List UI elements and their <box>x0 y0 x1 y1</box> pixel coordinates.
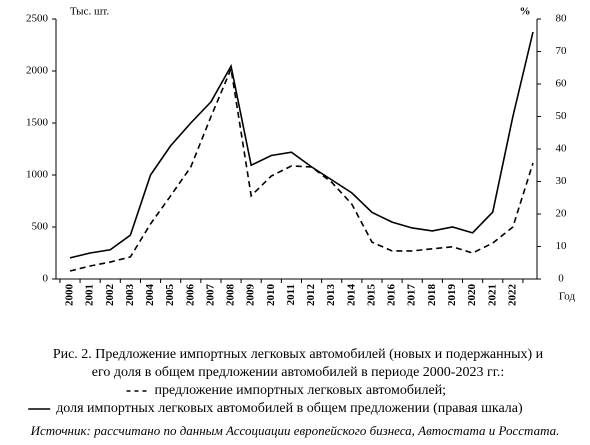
y2-axis-label: % <box>520 6 531 18</box>
caption: Рис. 2. Предложение импортных легковых а… <box>53 347 544 362</box>
x-tick-label: 2013 <box>325 284 337 307</box>
y2-tick-label: 40 <box>556 143 568 155</box>
y-tick-label: 2000 <box>26 65 49 77</box>
series-line <box>69 31 534 259</box>
source: Источник: рассчитано по данным Ассоциаци… <box>30 423 560 438</box>
x-tick-label: 2001 <box>84 284 96 306</box>
y-tick-label: 2500 <box>26 13 49 25</box>
x-tick-label: 2018 <box>426 284 438 307</box>
x-tick-label: 2005 <box>164 284 176 307</box>
x-tick-label: 2017 <box>406 284 418 307</box>
y-tick-label: 0 <box>43 273 49 285</box>
y2-tick-label: 80 <box>556 13 568 25</box>
legend-label: доля импортных легковых автомобилей в об… <box>56 401 523 416</box>
x-tick-label: 2000 <box>64 284 76 307</box>
x-tick-label: 2008 <box>225 284 237 307</box>
x-tick-label: 2007 <box>204 284 216 307</box>
x-tick-label: 2020 <box>466 284 478 307</box>
x-tick-label: 2015 <box>365 284 377 307</box>
y2-tick-label: 30 <box>556 175 568 187</box>
x-tick-label: 2022 <box>506 284 518 307</box>
y2-tick-label: 60 <box>556 78 568 90</box>
y-tick-label: 500 <box>32 221 49 233</box>
x-tick-label: 2002 <box>104 284 116 307</box>
x-tick-label: 2014 <box>345 284 357 307</box>
legend-label: предложение импортных легковых автомобил… <box>154 383 446 398</box>
y-tick-label: 1000 <box>26 169 49 181</box>
y-tick-label: 1500 <box>26 117 49 129</box>
y2-tick-label: 50 <box>556 110 568 122</box>
x-tick-label: 2004 <box>144 284 156 307</box>
x-tick-label: 2011 <box>285 284 297 305</box>
x-axis-label: Год <box>559 291 576 303</box>
caption: его доля в общем предложении автомобилей… <box>92 365 505 380</box>
x-tick-label: 2012 <box>305 284 317 307</box>
y2-tick-label: 10 <box>556 240 568 252</box>
x-tick-label: 2010 <box>265 284 277 307</box>
y2-tick-label: 20 <box>556 208 568 220</box>
x-tick-label: 2019 <box>446 284 458 307</box>
y2-tick-label: 70 <box>556 45 568 57</box>
y-axis-label: Тыс. шт. <box>70 6 109 18</box>
y2-tick-label: 0 <box>558 273 564 285</box>
x-tick-label: 2016 <box>386 284 398 307</box>
x-tick-label: 2009 <box>245 284 257 307</box>
x-tick-label: 2003 <box>124 284 136 307</box>
series-line <box>69 66 534 272</box>
x-tick-label: 2021 <box>486 284 498 306</box>
x-tick-label: 2006 <box>184 284 196 307</box>
